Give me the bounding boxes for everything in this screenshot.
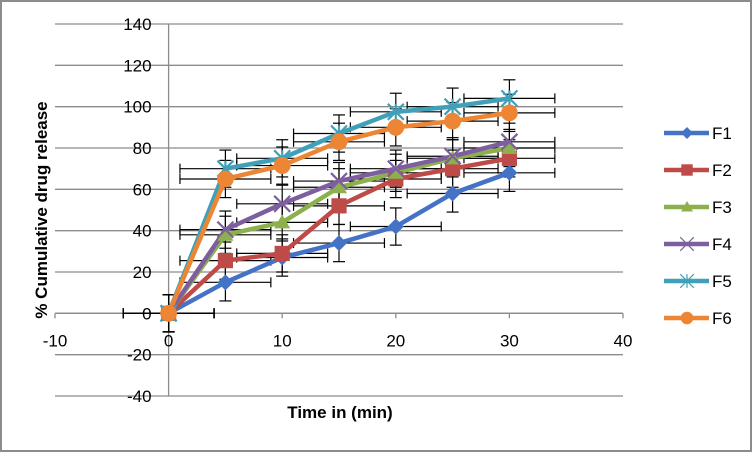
data-point-f1 (501, 164, 518, 181)
data-point-f3 (331, 179, 347, 194)
data-point-f1 (331, 235, 347, 252)
y-tick-label: 60 (133, 180, 152, 199)
legend-marker (679, 236, 695, 252)
series-markers (159, 89, 519, 323)
data-point-f3 (274, 214, 291, 229)
legend-item-f6: F6 (664, 309, 732, 328)
legend-marker (679, 273, 695, 289)
data-point-f2 (331, 198, 347, 214)
data-point-f4 (443, 147, 462, 166)
data-point-f4 (387, 159, 405, 178)
legend-label: F3 (712, 198, 732, 217)
legend: F1 F2 F3 F4 F5 F6 (664, 124, 732, 328)
data-point-f2 (501, 150, 517, 166)
data-point-f5 (387, 103, 405, 121)
y-tick-label: 40 (133, 222, 152, 241)
data-point-f3 (387, 164, 404, 179)
data-point-f6 (387, 118, 405, 136)
data-point-f1 (217, 274, 234, 291)
legend-item-f5: F5 (664, 272, 732, 291)
y-tick-label: -20 (127, 346, 152, 365)
x-axis-title: Time in (min) (287, 403, 392, 422)
data-point-f3 (501, 140, 518, 154)
x-tick-label: 30 (500, 331, 519, 350)
legend-marker (681, 201, 693, 212)
y-axis-title: % Cumulative drug release (32, 101, 51, 318)
legend-label: F4 (712, 235, 732, 254)
data-point-f6 (273, 157, 291, 174)
data-point-f5 (443, 97, 462, 116)
legend-label: F1 (712, 124, 732, 143)
data-point-f1 (444, 185, 461, 202)
legend-item-f3: F3 (664, 198, 732, 217)
y-tick-label: 20 (133, 263, 152, 282)
x-tick-label: 20 (386, 331, 405, 350)
y-tick-label: 140 (123, 15, 151, 34)
data-point-f6 (501, 104, 518, 122)
legend-label: F6 (712, 309, 732, 328)
data-point-f6 (444, 112, 461, 130)
legend-item-f4: F4 (664, 235, 732, 254)
legend-item-f1: F1 (664, 124, 732, 143)
data-point-f2 (445, 161, 461, 177)
y-tick-label: 120 (123, 56, 151, 75)
legend-label: F5 (712, 272, 732, 291)
y-tick-label: -40 (127, 387, 152, 406)
data-point-f6 (217, 170, 234, 188)
data-point-f1 (387, 218, 404, 235)
data-point-f5 (500, 89, 519, 108)
x-tick-label: 0 (164, 331, 173, 350)
legend-label: F2 (712, 161, 732, 180)
x-tick-label: 10 (273, 331, 292, 350)
data-point-f6 (330, 133, 348, 151)
legend-item-f2: F2 (664, 161, 732, 180)
legend-marker (681, 164, 693, 176)
data-point-f6 (160, 304, 178, 322)
data-point-f4 (330, 172, 348, 190)
data-point-f3 (217, 226, 234, 241)
y-tick-label: 80 (133, 139, 152, 158)
legend-marker (680, 311, 694, 325)
data-point-f4 (500, 133, 519, 151)
x-tick-label: -10 (43, 331, 68, 350)
data-point-f4 (273, 195, 291, 213)
data-point-f2 (274, 245, 290, 261)
x-tick-label: 40 (614, 331, 633, 350)
legend-marker (681, 127, 693, 139)
data-point-f4 (216, 220, 235, 239)
data-point-f2 (217, 253, 233, 269)
y-tick-label: 100 (123, 98, 151, 117)
